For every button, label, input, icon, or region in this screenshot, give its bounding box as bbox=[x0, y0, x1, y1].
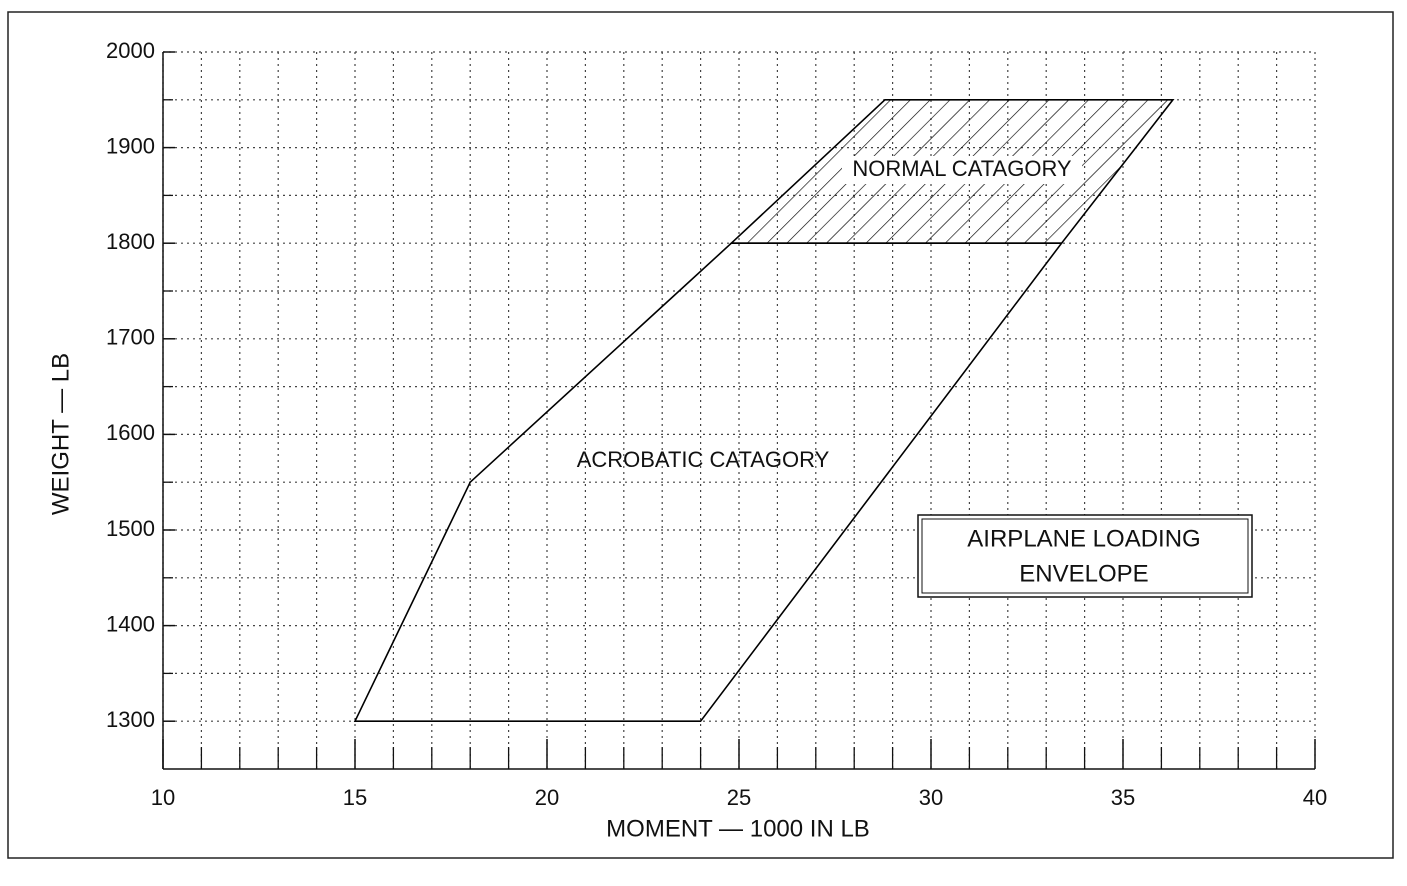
y-axis-label: WEIGHT — LB bbox=[47, 353, 74, 515]
chart-title: ENVELOPE bbox=[1019, 560, 1148, 587]
x-tick-label: 15 bbox=[343, 785, 367, 810]
title-box bbox=[917, 514, 1253, 598]
y-tick-label: 1800 bbox=[106, 229, 155, 254]
y-tick-label: 1600 bbox=[106, 420, 155, 445]
region-label: NORMAL CATAGORY bbox=[852, 156, 1072, 181]
y-tick-label: 1900 bbox=[106, 133, 155, 158]
x-tick-label: 25 bbox=[727, 785, 751, 810]
x-tick-label: 35 bbox=[1111, 785, 1135, 810]
x-tick-label: 10 bbox=[151, 785, 175, 810]
region-label: ACROBATIC CATAGORY bbox=[577, 447, 830, 472]
y-tick-label: 1400 bbox=[106, 611, 155, 636]
frame bbox=[7, 11, 1394, 859]
title-box-inner bbox=[921, 518, 1249, 594]
x-tick-label: 30 bbox=[919, 785, 943, 810]
y-tick-label: 2000 bbox=[106, 38, 155, 63]
y-tick-label: 1300 bbox=[106, 707, 155, 732]
chart-title: AIRPLANE LOADING bbox=[967, 525, 1200, 552]
x-tick-label: 40 bbox=[1303, 785, 1327, 810]
label-background bbox=[842, 156, 1082, 184]
x-tick-label: 20 bbox=[535, 785, 559, 810]
x-axis-label: MOMENT — 1000 IN LB bbox=[606, 815, 870, 842]
y-tick-label: 1700 bbox=[106, 325, 155, 350]
y-tick-label: 1500 bbox=[106, 516, 155, 541]
